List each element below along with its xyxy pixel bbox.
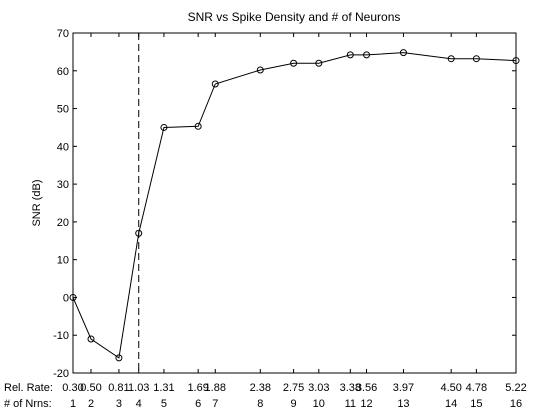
neuron-count-tick-label: 15: [470, 398, 482, 410]
neuron-count-tick-labels: 1 2 3 4 5 6 7 8 9 10 11 12 13 14 15 16: [70, 398, 522, 410]
y-tick-label: 10: [57, 255, 69, 267]
data-point: [135, 229, 143, 237]
rel-rate-tick-label: 1.03: [128, 382, 149, 394]
neuron-count-tick-label: 9: [291, 398, 297, 410]
neuron-row-label: # of Nrns:: [4, 398, 52, 410]
neuron-count-tick-label: 14: [445, 398, 457, 410]
plot-frame: [72, 32, 517, 374]
rel-rate-tick-label: 0.50: [80, 382, 101, 394]
data-point: [160, 123, 168, 131]
y-tick-label: 60: [57, 66, 69, 78]
rel-rate-tick-label: 2.38: [250, 382, 271, 394]
data-point: [69, 293, 77, 301]
rel-rate-tick-label: 3.03: [308, 382, 329, 394]
neuron-count-tick-label: 6: [195, 398, 201, 410]
y-tick-label: 40: [57, 141, 69, 153]
neuron-count-tick-label: 1: [70, 398, 76, 410]
rel-rate-tick-label: 3.38: [340, 382, 361, 394]
rel-rate-tick-label: 1.69: [187, 382, 208, 394]
neuron-count-tick-label: 8: [257, 398, 263, 410]
data-point: [115, 354, 123, 362]
data-point: [363, 51, 371, 59]
rel-rate-tick-label: 3.97: [393, 382, 414, 394]
snr-markers: [69, 49, 520, 362]
data-point: [512, 57, 520, 65]
rel-rate-tick-label: 0.81: [108, 382, 129, 394]
y-tick-label: 70: [57, 28, 69, 40]
rel-rate-tick-label: 1.88: [205, 382, 226, 394]
neuron-count-tick-label: 3: [116, 398, 122, 410]
data-point: [87, 335, 95, 343]
data-point: [399, 49, 407, 57]
neuron-count-tick-label: 4: [136, 398, 142, 410]
y-axis-ticks: -20 -10 0 10 20 30 40 50 60 70: [53, 28, 516, 380]
data-point: [256, 66, 264, 74]
neuron-count-tick-label: 2: [88, 398, 94, 410]
neuron-count-tick-label: 7: [212, 398, 218, 410]
neuron-count-tick-label: 12: [360, 398, 372, 410]
rel-rate-row-label: Rel. Rate:: [4, 382, 53, 394]
chart-title: SNR vs Spike Density and # of Neurons: [188, 10, 401, 24]
y-tick-label: -10: [53, 330, 69, 342]
rel-rate-tick-label: 3.56: [356, 382, 377, 394]
y-tick-label: 20: [57, 217, 69, 229]
y-tick-label: -20: [53, 368, 69, 380]
neuron-count-tick-label: 10: [313, 398, 325, 410]
data-point: [290, 59, 298, 67]
neuron-count-tick-label: 11: [345, 398, 356, 410]
rel-rate-tick-labels: 0.300.50 0.811.03 1.31 1.691.88 2.38 2.75 3.03…: [62, 382, 526, 394]
y-tick-label: 0: [63, 292, 69, 304]
neuron-count-tick-label: 16: [510, 398, 522, 410]
rel-rate-tick-label: 4.78: [466, 382, 487, 394]
neuron-count-tick-label: 13: [397, 398, 409, 410]
rel-rate-tick-label: 5.22: [505, 382, 526, 394]
y-axis-label: SNR (dB): [31, 179, 43, 226]
rel-rate-tick-label: 0.30: [62, 382, 83, 394]
data-point: [194, 122, 202, 130]
rel-rate-tick-label: 1.31: [153, 382, 174, 394]
data-point: [346, 51, 354, 59]
rel-rate-tick-label: 2.75: [283, 382, 304, 394]
data-point: [315, 59, 323, 67]
y-tick-label: 30: [57, 179, 69, 191]
x-axis-ticks: [72, 33, 517, 373]
data-point: [211, 80, 219, 88]
rel-rate-tick-label: 4.50: [440, 382, 461, 394]
snr-series-line: [72, 52, 517, 359]
y-tick-label: 50: [57, 104, 69, 116]
neuron-count-tick-label: 5: [161, 398, 167, 410]
data-point: [447, 55, 455, 63]
data-point: [472, 55, 480, 63]
